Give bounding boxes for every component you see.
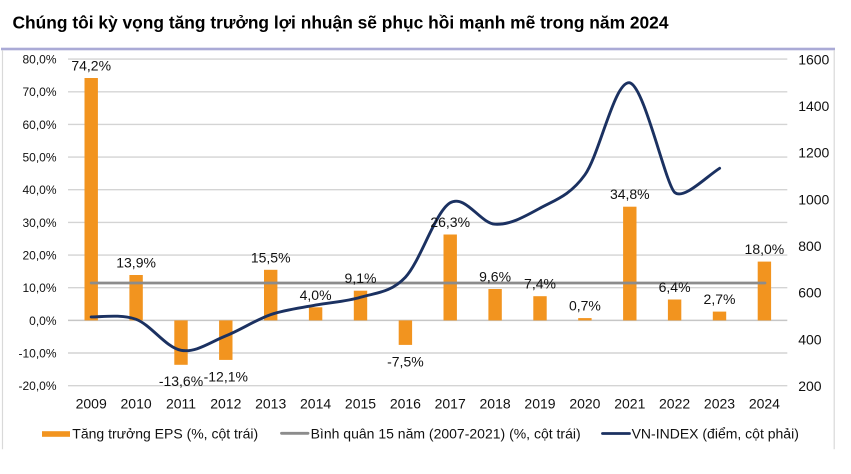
svg-text:2009: 2009 [76,395,107,411]
svg-text:2012: 2012 [210,395,241,411]
svg-text:1400: 1400 [798,98,829,114]
svg-text:1200: 1200 [798,145,829,161]
svg-text:10,0%: 10,0% [22,281,56,295]
svg-text:9,6%: 9,6% [479,269,511,285]
svg-text:2024: 2024 [749,395,780,411]
svg-text:2010: 2010 [121,395,152,411]
svg-text:26,3%: 26,3% [430,214,470,230]
svg-text:2011: 2011 [166,395,196,411]
svg-text:7,4%: 7,4% [524,276,556,292]
svg-text:2017: 2017 [435,395,466,411]
svg-text:2022: 2022 [659,395,690,411]
svg-text:800: 800 [798,238,822,254]
svg-text:2018: 2018 [480,395,511,411]
svg-text:80,0%: 80,0% [22,53,56,67]
svg-text:2014: 2014 [300,395,331,411]
svg-text:20,0%: 20,0% [22,249,56,263]
svg-text:30,0%: 30,0% [22,216,56,230]
svg-text:-20,0%: -20,0% [18,379,56,393]
svg-text:VN-INDEX (điểm, cột phải): VN-INDEX (điểm, cột phải) [632,425,799,441]
svg-text:15,5%: 15,5% [251,249,291,265]
svg-text:9,1%: 9,1% [345,270,377,286]
svg-text:60,0%: 60,0% [22,118,56,132]
svg-text:1600: 1600 [798,51,829,67]
svg-text:2021: 2021 [614,395,645,411]
svg-text:74,2%: 74,2% [71,58,111,74]
svg-text:Chúng tôi kỳ vọng tăng trưởng: Chúng tôi kỳ vọng tăng trưởng lợi nhuận … [13,13,669,33]
svg-text:40,0%: 40,0% [22,183,56,197]
svg-text:13,9%: 13,9% [116,255,156,271]
svg-text:-13,6%: -13,6% [159,373,203,389]
svg-text:2015: 2015 [345,395,376,411]
svg-text:-7,5%: -7,5% [387,353,424,369]
svg-text:2023: 2023 [704,395,735,411]
svg-text:2,7%: 2,7% [704,291,736,307]
svg-text:400: 400 [798,331,822,347]
svg-text:-10,0%: -10,0% [18,346,56,360]
svg-text:70,0%: 70,0% [22,85,56,99]
svg-text:2013: 2013 [255,395,286,411]
svg-text:200: 200 [798,378,822,394]
svg-text:2020: 2020 [569,395,600,411]
svg-text:0,0%: 0,0% [29,314,57,328]
svg-text:18,0%: 18,0% [745,241,785,257]
svg-text:Tăng trưởng EPS (%, cột trái): Tăng trưởng EPS (%, cột trái) [72,425,258,441]
svg-text:34,8%: 34,8% [610,186,650,202]
svg-text:50,0%: 50,0% [22,151,56,165]
svg-text:6,4%: 6,4% [659,279,691,295]
svg-text:-12,1%: -12,1% [204,368,248,384]
svg-text:1000: 1000 [798,191,829,207]
svg-text:600: 600 [798,285,822,301]
svg-text:2016: 2016 [390,395,421,411]
svg-text:0,7%: 0,7% [569,298,601,314]
svg-text:4,0%: 4,0% [300,287,332,303]
svg-text:2019: 2019 [524,395,555,411]
svg-text:Bình quân 15 năm (2007-2021) (: Bình quân 15 năm (2007-2021) (%, cột trá… [311,425,581,441]
